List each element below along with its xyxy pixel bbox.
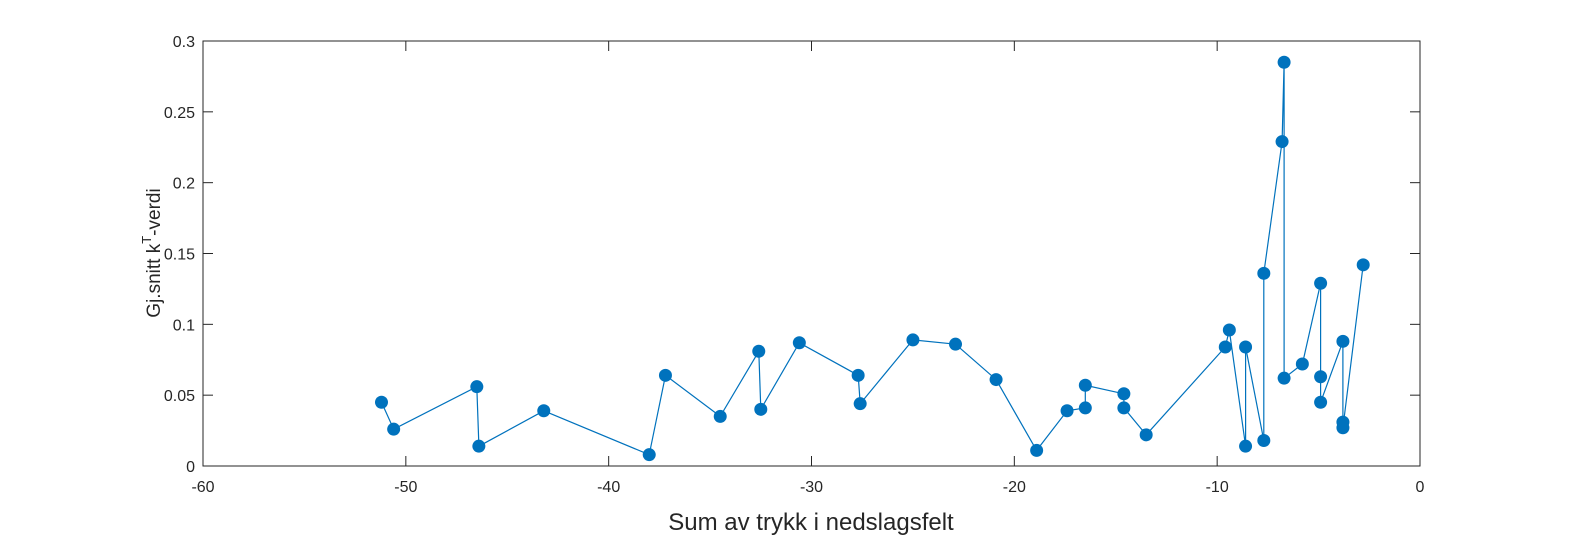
series-line (380, 62, 1364, 456)
data-point (1078, 401, 1092, 415)
y-tick-label: 0.3 (173, 34, 195, 51)
data-point (1277, 55, 1291, 69)
data-point (1222, 323, 1236, 337)
x-tick-label: -40 (597, 479, 620, 496)
data-point (374, 395, 388, 409)
x-axis-label: Sum av trykk i nedslagsfelt (668, 509, 954, 536)
data-point (1257, 434, 1271, 447)
y-axis-label: Gj.snitt kT-verdi (139, 188, 165, 317)
data-point (1275, 135, 1289, 149)
data-point (1078, 378, 1092, 392)
data-point (1257, 266, 1271, 280)
data-point (470, 380, 484, 394)
y-tick-label: 0.15 (164, 247, 195, 264)
data-point (1139, 428, 1153, 442)
x-tick-label: -20 (1003, 479, 1026, 496)
y-tick-label: 0 (186, 459, 195, 476)
x-tick-label: -10 (1206, 479, 1229, 496)
data-point (1239, 340, 1253, 354)
data-point (658, 368, 672, 382)
data-point (1060, 404, 1074, 418)
y-tick-label: 0.2 (173, 176, 195, 193)
data-point (1336, 334, 1350, 348)
data-point (754, 402, 768, 416)
data-point (1356, 258, 1370, 272)
data-point (713, 409, 727, 423)
data-point (853, 397, 867, 411)
data-point (1314, 276, 1328, 290)
data-point (387, 422, 401, 436)
y-axis-ticks: 0 0.05 0.1 0.15 0.2 0.25 0.3 (164, 34, 1420, 476)
data-point (537, 404, 551, 418)
y-tick-label: 0.25 (164, 105, 195, 122)
y-tick-label: 0.1 (173, 317, 195, 334)
y-axis-label-prefix: Gj.snitt k (144, 243, 165, 317)
data-point (1218, 340, 1232, 354)
data-point (1117, 387, 1131, 401)
data-point (792, 336, 806, 350)
data-point (1336, 421, 1350, 435)
x-tick-label: -60 (191, 479, 214, 496)
data-point (989, 373, 1003, 387)
y-axis-label-superscript: T (139, 236, 154, 244)
x-tick-label: -30 (800, 479, 823, 496)
x-tick-label: -50 (394, 479, 417, 496)
data-point (906, 333, 920, 347)
data-point (1314, 395, 1328, 409)
x-axis-ticks: -60 -50 -40 -30 -20 -10 0 (191, 41, 1425, 496)
data-point (1239, 439, 1253, 453)
y-tick-label: 0.05 (164, 388, 195, 405)
data-point (642, 448, 656, 462)
data-point (472, 439, 486, 453)
series-layer (374, 55, 1370, 462)
data-point (851, 368, 865, 382)
x-tick-label: 0 (1416, 479, 1425, 496)
data-point (1314, 370, 1328, 384)
data-point (1295, 357, 1309, 371)
data-point (1117, 401, 1131, 415)
data-point (1030, 443, 1044, 457)
data-point (1277, 371, 1291, 385)
data-point (752, 344, 766, 358)
plot-area (202, 40, 1421, 467)
y-axis-label-suffix: -verdi (144, 188, 165, 236)
data-point (949, 337, 963, 351)
